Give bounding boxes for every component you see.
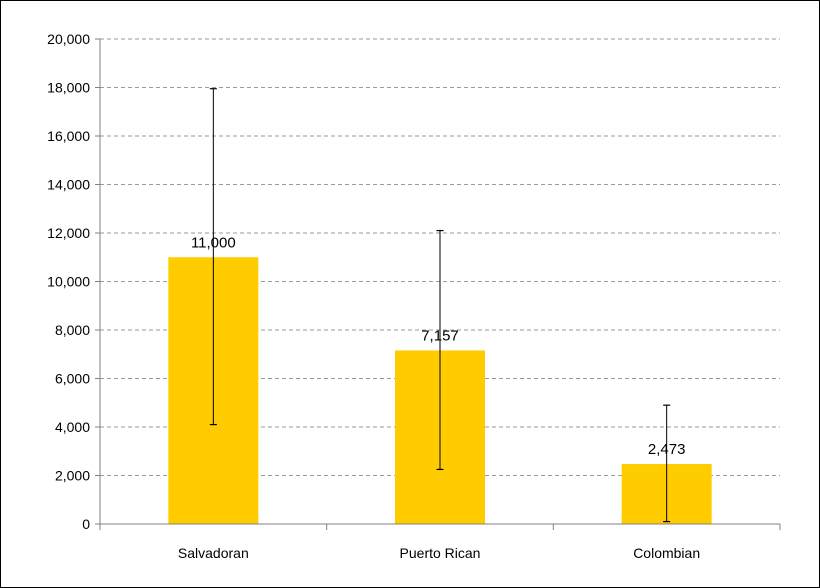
data-label: 7,157 xyxy=(421,327,459,344)
y-tick-labels: 0 2,000 4,000 6,000 8,000 10,000 12,000 14,000 1… xyxy=(47,31,90,532)
x-tick-labels: Salvadoran Puerto Rican Colombian xyxy=(178,545,700,561)
y-tick-label: 14,000 xyxy=(47,177,90,193)
y-tick-label: 6,000 xyxy=(55,371,90,387)
x-tick-label: Puerto Rican xyxy=(400,545,481,561)
x-tick-label: Colombian xyxy=(633,545,700,561)
y-tick-label: 0 xyxy=(82,516,90,532)
error-bars xyxy=(209,88,671,523)
y-tick-label: 18,000 xyxy=(47,80,90,96)
data-label: 2,473 xyxy=(648,441,686,458)
y-tick-label: 8,000 xyxy=(55,322,90,338)
y-tick-label: 10,000 xyxy=(47,274,90,290)
data-label: 11,000 xyxy=(191,234,236,251)
x-tick-label: Salvadoran xyxy=(178,545,249,561)
y-tick-label: 12,000 xyxy=(47,225,90,241)
y-tick-label: 20,000 xyxy=(47,31,90,47)
data-labels: 11,000 7,157 2,473 xyxy=(191,234,685,458)
y-tick-label: 16,000 xyxy=(47,128,90,144)
y-tick-label: 4,000 xyxy=(55,419,90,435)
y-tick-label: 2,000 xyxy=(55,468,90,484)
axes xyxy=(95,38,781,530)
